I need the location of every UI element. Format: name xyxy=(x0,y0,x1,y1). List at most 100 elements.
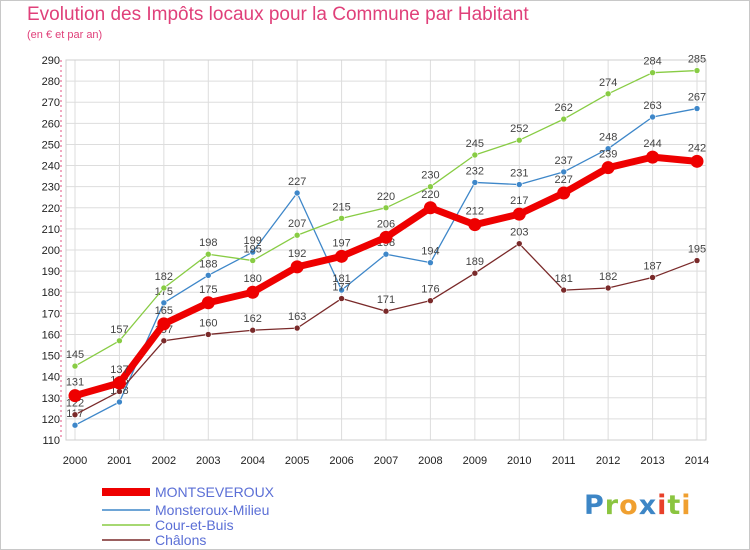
data-point xyxy=(379,230,393,244)
data-point xyxy=(201,296,215,310)
data-point xyxy=(68,389,82,403)
data-label: 267 xyxy=(688,92,706,104)
y-tick-label: 130 xyxy=(42,393,60,405)
y-tick-label: 120 xyxy=(42,414,60,426)
data-point xyxy=(427,297,434,304)
data-point xyxy=(293,324,301,332)
data-label: 192 xyxy=(288,248,306,260)
chart-subtitle: (en € et par an) xyxy=(27,29,103,41)
data-point xyxy=(249,257,257,264)
data-label: 227 xyxy=(555,174,573,186)
data-label: 181 xyxy=(332,273,350,285)
data-point xyxy=(160,284,168,292)
x-tick-label: 2012 xyxy=(596,455,620,467)
y-tick-label: 270 xyxy=(42,97,60,109)
data-label: 175 xyxy=(199,284,217,296)
data-point xyxy=(560,168,568,176)
data-point xyxy=(646,150,660,164)
data-label: 160 xyxy=(199,317,217,329)
data-point xyxy=(382,204,390,212)
data-label: 198 xyxy=(199,237,217,249)
data-label: 157 xyxy=(110,324,128,336)
data-point xyxy=(560,286,568,294)
data-point xyxy=(693,105,701,112)
data-point xyxy=(601,161,615,175)
data-point xyxy=(604,145,612,152)
data-label: 163 xyxy=(288,311,306,323)
data-label: 242 xyxy=(688,142,706,154)
x-tick-label: 2011 xyxy=(552,455,576,467)
data-label: 227 xyxy=(288,176,306,188)
data-label: 177 xyxy=(332,282,350,294)
data-point xyxy=(471,269,479,277)
data-point xyxy=(468,218,482,232)
data-point xyxy=(338,295,345,302)
data-label: 131 xyxy=(66,377,84,389)
data-label: 122 xyxy=(66,398,84,410)
data-label: 244 xyxy=(643,138,661,150)
x-tick-label: 2006 xyxy=(329,455,353,467)
data-point xyxy=(382,250,390,258)
data-point xyxy=(160,337,168,345)
data-point xyxy=(249,248,257,256)
data-point xyxy=(515,136,523,144)
data-label: 194 xyxy=(421,246,439,258)
x-tick-label: 2009 xyxy=(463,455,487,467)
x-tick-label: 2014 xyxy=(685,455,709,467)
data-label: 248 xyxy=(599,132,617,144)
data-label: 171 xyxy=(377,294,395,306)
data-point xyxy=(515,240,523,247)
data-point xyxy=(249,326,257,334)
plot-area xyxy=(65,59,707,441)
legend-label: Monsteroux-Milieu xyxy=(155,502,269,518)
data-label: 252 xyxy=(510,123,528,135)
data-point xyxy=(471,151,479,159)
data-point xyxy=(204,331,212,338)
data-label: 175 xyxy=(155,286,173,298)
data-label: 217 xyxy=(510,195,528,207)
y-tick-label: 260 xyxy=(42,118,60,130)
data-point xyxy=(112,376,126,390)
data-point xyxy=(512,207,526,221)
data-label: 182 xyxy=(155,271,173,283)
data-label: 195 xyxy=(688,244,706,256)
y-tick-label: 230 xyxy=(42,182,60,194)
y-tick-label: 280 xyxy=(42,76,60,88)
data-label: 145 xyxy=(66,349,84,361)
y-tick-label: 160 xyxy=(42,329,60,341)
data-point xyxy=(604,90,612,98)
y-tick-label: 190 xyxy=(42,266,60,278)
y-tick-label: 290 xyxy=(42,55,60,67)
data-point xyxy=(338,215,345,222)
x-tick-label: 2000 xyxy=(63,455,87,467)
data-point xyxy=(71,421,79,429)
data-label: 220 xyxy=(421,189,439,201)
data-label: 137 xyxy=(110,364,128,376)
data-point xyxy=(649,69,656,76)
data-point xyxy=(204,250,212,258)
data-label: 212 xyxy=(466,206,484,218)
data-label: 237 xyxy=(555,155,573,167)
data-point xyxy=(204,272,212,279)
data-point xyxy=(338,286,345,294)
x-tick-label: 2003 xyxy=(196,455,220,467)
proxiti-logo: Proxiti xyxy=(584,490,692,521)
data-label: 207 xyxy=(288,218,306,230)
data-label: 203 xyxy=(510,227,528,239)
data-label: 187 xyxy=(643,260,661,272)
data-point xyxy=(427,183,434,190)
x-tick-label: 2002 xyxy=(152,455,176,467)
data-label: 176 xyxy=(421,284,439,296)
data-label: 188 xyxy=(199,258,217,270)
data-point xyxy=(246,285,260,299)
data-point xyxy=(335,249,349,263)
data-point xyxy=(116,398,123,406)
data-label: 165 xyxy=(155,305,173,317)
data-point xyxy=(560,115,568,123)
y-tick-label: 140 xyxy=(42,372,60,384)
data-label: 197 xyxy=(332,237,350,249)
data-label: 230 xyxy=(421,170,439,182)
x-tick-label: 2010 xyxy=(507,455,531,467)
data-point xyxy=(471,179,479,186)
